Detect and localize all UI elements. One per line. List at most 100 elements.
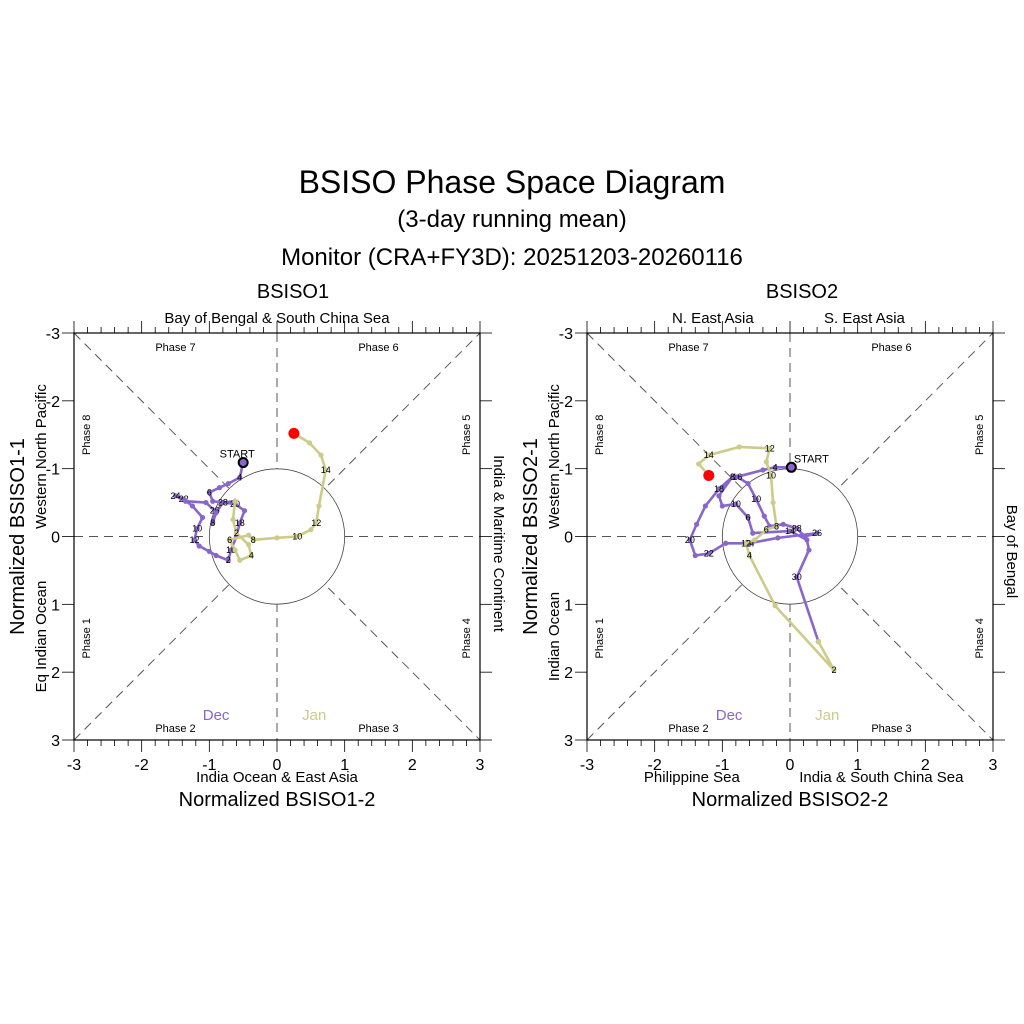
p2-region-label-bottom-left: Philippine Sea bbox=[644, 769, 741, 786]
p1-dec-day-label: 22 bbox=[179, 494, 189, 504]
p2-y-tick-label: 0 bbox=[564, 530, 573, 547]
p2-phase-label: Phase 1 bbox=[594, 618, 606, 658]
p2-dec-point bbox=[775, 535, 781, 541]
p2-dec-day-label: 26 bbox=[812, 528, 822, 538]
p2-x-tick-label: -3 bbox=[580, 757, 594, 774]
p1-dec-day-label: 8 bbox=[210, 518, 215, 528]
p1-start-marker bbox=[237, 457, 249, 469]
p2-dec-day-label: 30 bbox=[792, 572, 802, 582]
p2-jan-point bbox=[746, 552, 753, 559]
p1-jan-point bbox=[245, 542, 252, 548]
p1-jan-day-label: 6 bbox=[227, 535, 232, 545]
p1-dec-day-label: 12 bbox=[189, 535, 199, 545]
p1-dec-point bbox=[210, 498, 216, 504]
p1-dec-day-label: 10 bbox=[192, 523, 202, 533]
p1-x-tick-label: 2 bbox=[408, 757, 417, 774]
p1-jan-point bbox=[232, 498, 238, 504]
p2-dec-day-label: 4 bbox=[773, 462, 778, 472]
p2-jan-day-label: 8 bbox=[774, 521, 779, 531]
p1-jan-day-label: 2 bbox=[234, 528, 239, 538]
p1-dec-point bbox=[225, 480, 231, 487]
p1-dec-day-label: 18 bbox=[235, 518, 245, 528]
p2-dec-day-label: 14 bbox=[785, 526, 795, 536]
p2-phase-label: Phase 4 bbox=[974, 618, 986, 658]
p2-dec-point bbox=[692, 552, 698, 559]
p2-dec-point bbox=[806, 547, 812, 553]
p1-dec-point bbox=[228, 547, 234, 553]
p2-legend-dec: Dec bbox=[716, 707, 743, 724]
p2-jan-day-label: 4 bbox=[747, 550, 752, 560]
p1-dec-point bbox=[216, 485, 223, 491]
p2-y-tick-label: -1 bbox=[559, 462, 573, 479]
p2-y-tick-label: 2 bbox=[564, 665, 573, 682]
p2-dec-point bbox=[814, 530, 820, 536]
p2-dec-point bbox=[694, 521, 700, 527]
p2-dec-point bbox=[794, 574, 800, 580]
p2-jan-point bbox=[763, 527, 769, 533]
p1-dec-point bbox=[220, 499, 226, 506]
p2-dec-day-label: 8 bbox=[730, 472, 735, 482]
p1-legend-dec: Dec bbox=[203, 707, 230, 724]
p1-dec-point bbox=[199, 514, 206, 521]
p2-y-tick-label: -2 bbox=[559, 394, 573, 411]
p1-x-tick-label: -3 bbox=[67, 757, 81, 774]
p1-x-tick-label: 1 bbox=[340, 757, 349, 774]
p2-jan-day-label: 2 bbox=[831, 665, 836, 675]
p2-region-label-left-upper: Western North Pacific bbox=[546, 384, 563, 529]
p1-y-tick-label: 3 bbox=[51, 733, 60, 750]
p1-dec-point bbox=[241, 508, 248, 514]
chart-title: BSISO Phase Space Diagram bbox=[298, 164, 726, 200]
p2-dec-day-label: 22 bbox=[704, 548, 714, 558]
p2-dec-point bbox=[723, 540, 729, 546]
p2-x-axis-label: Normalized BSISO2-2 bbox=[692, 789, 889, 811]
p2-phase-label: Phase 5 bbox=[974, 415, 986, 455]
p1-panel-title: BSISO1 bbox=[257, 281, 329, 303]
p2-y-tick-label: 3 bbox=[564, 733, 573, 750]
p2-y-tick-label: -3 bbox=[559, 326, 573, 343]
p1-jan-point bbox=[308, 527, 314, 533]
p2-dec-point bbox=[702, 503, 709, 509]
p2-jan-point bbox=[773, 523, 780, 529]
p1-jan-point bbox=[237, 557, 243, 563]
p2-y-tick-label: 1 bbox=[564, 597, 573, 614]
p2-phase-label: Phase 2 bbox=[668, 723, 708, 735]
chart-subtitle: (3-day running mean) bbox=[397, 206, 627, 233]
p2-dec-point bbox=[753, 496, 759, 502]
p2-dec-trajectory bbox=[688, 466, 820, 643]
p2-jan-point bbox=[763, 459, 769, 465]
p1-dec-day-label: 24 bbox=[170, 491, 180, 501]
p2-start-label: START bbox=[794, 453, 829, 465]
p2-jan-day-label: 6 bbox=[764, 525, 769, 535]
p1-jan-point bbox=[323, 467, 329, 473]
p1-end-marker bbox=[288, 427, 300, 439]
p1-x-axis-label: Normalized BSISO1-2 bbox=[179, 789, 376, 811]
p1-x-tick-label: 3 bbox=[476, 757, 485, 774]
p1-region-label-bottom: India Ocean & East Asia bbox=[196, 769, 358, 786]
p2-dec-point bbox=[716, 486, 722, 492]
p2-jan-point bbox=[770, 499, 776, 506]
p1-y-tick-label: -2 bbox=[46, 394, 60, 411]
p2-phase-label: Phase 3 bbox=[871, 723, 911, 735]
p2-dec-point bbox=[761, 513, 767, 519]
p1-y-axis-label: Normalized BSISO1-1 bbox=[7, 438, 29, 635]
p2-jan-day-label: 10 bbox=[766, 470, 776, 480]
p2-end-marker bbox=[703, 469, 715, 481]
p2-dec-point bbox=[787, 528, 793, 534]
p1-phase-label: Phase 1 bbox=[81, 618, 93, 658]
p1-y-tick-label: -1 bbox=[46, 462, 60, 479]
p1-jan-point bbox=[318, 452, 324, 458]
p1-dec-point bbox=[172, 493, 179, 499]
p2-dec-point bbox=[780, 521, 786, 527]
p2-jan-point bbox=[815, 639, 822, 645]
p2-start-marker bbox=[785, 461, 797, 473]
p2-phase-label: Phase 8 bbox=[594, 415, 606, 455]
p1-jan-point bbox=[313, 520, 319, 526]
p1-x-tick-label: -2 bbox=[135, 757, 149, 774]
p1-dec-day-label: 4 bbox=[237, 472, 242, 482]
p2-phase-label: Phase 6 bbox=[871, 342, 911, 354]
p2-jan-point bbox=[831, 667, 837, 673]
p1-phase-label: Phase 5 bbox=[461, 415, 473, 455]
p1-y-tick-label: 1 bbox=[51, 597, 60, 614]
p1-phase-label: Phase 3 bbox=[358, 723, 398, 735]
